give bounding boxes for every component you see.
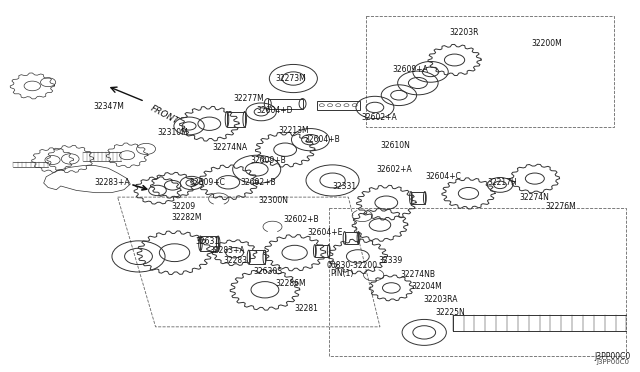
Text: FRONT: FRONT bbox=[149, 104, 180, 126]
Text: 32609+C: 32609+C bbox=[189, 178, 225, 187]
Text: 32213M: 32213M bbox=[279, 126, 310, 135]
Text: 32209: 32209 bbox=[172, 202, 195, 211]
Bar bbox=[344, 232, 358, 244]
Text: 32283+A: 32283+A bbox=[94, 178, 130, 187]
Text: 32347M: 32347M bbox=[93, 102, 124, 111]
Text: 32604+B: 32604+B bbox=[304, 135, 340, 144]
Text: 32273M: 32273M bbox=[276, 74, 307, 83]
Text: 32277M: 32277M bbox=[234, 94, 264, 103]
Text: 32604+C: 32604+C bbox=[426, 172, 461, 181]
Text: 32286M: 32286M bbox=[276, 279, 307, 288]
Bar bbox=[268, 99, 303, 109]
Text: 32602+A: 32602+A bbox=[377, 165, 413, 174]
Text: 00830-32200: 00830-32200 bbox=[326, 261, 378, 270]
Text: 32339: 32339 bbox=[379, 256, 403, 264]
Text: 32217H: 32217H bbox=[488, 178, 517, 187]
Bar bbox=[317, 101, 360, 110]
Text: 32281: 32281 bbox=[294, 304, 319, 313]
Text: 32276M: 32276M bbox=[545, 202, 577, 211]
Text: 32274N: 32274N bbox=[519, 193, 549, 202]
Text: 32203RA: 32203RA bbox=[423, 295, 458, 304]
Text: 32283+A: 32283+A bbox=[209, 246, 245, 255]
Text: 32282M: 32282M bbox=[172, 213, 202, 222]
Text: 32331: 32331 bbox=[333, 182, 356, 190]
Bar bbox=[315, 244, 329, 257]
Text: 32602+B: 32602+B bbox=[284, 215, 319, 224]
Text: 32604+D: 32604+D bbox=[257, 106, 293, 115]
Text: 32283: 32283 bbox=[223, 256, 247, 264]
Text: 32274NA: 32274NA bbox=[212, 142, 248, 151]
Text: J3PP00C0: J3PP00C0 bbox=[595, 352, 631, 361]
Bar bbox=[411, 192, 425, 204]
Text: 32610N: 32610N bbox=[380, 141, 410, 150]
Text: 32609+A: 32609+A bbox=[392, 65, 429, 74]
Bar bbox=[200, 236, 218, 251]
Text: 32225N: 32225N bbox=[436, 308, 465, 317]
Text: 32602+A: 32602+A bbox=[361, 113, 397, 122]
Text: 32203R: 32203R bbox=[449, 28, 479, 37]
Text: 32204M: 32204M bbox=[412, 282, 442, 291]
Text: 32300N: 32300N bbox=[259, 196, 289, 205]
Bar bbox=[227, 112, 244, 127]
Text: 32200M: 32200M bbox=[532, 39, 563, 48]
Text: J3PP00C0: J3PP00C0 bbox=[596, 359, 630, 365]
Text: 32630S: 32630S bbox=[253, 267, 282, 276]
Text: 32604+E: 32604+E bbox=[307, 228, 342, 237]
Text: PIN(1): PIN(1) bbox=[331, 269, 354, 278]
Bar bbox=[249, 250, 264, 264]
Text: 32609+B: 32609+B bbox=[250, 155, 286, 164]
Text: 32274NB: 32274NB bbox=[400, 270, 435, 279]
Text: 32631: 32631 bbox=[195, 237, 220, 246]
Text: 32310M: 32310M bbox=[157, 128, 188, 137]
Text: 32602+B: 32602+B bbox=[241, 178, 276, 187]
